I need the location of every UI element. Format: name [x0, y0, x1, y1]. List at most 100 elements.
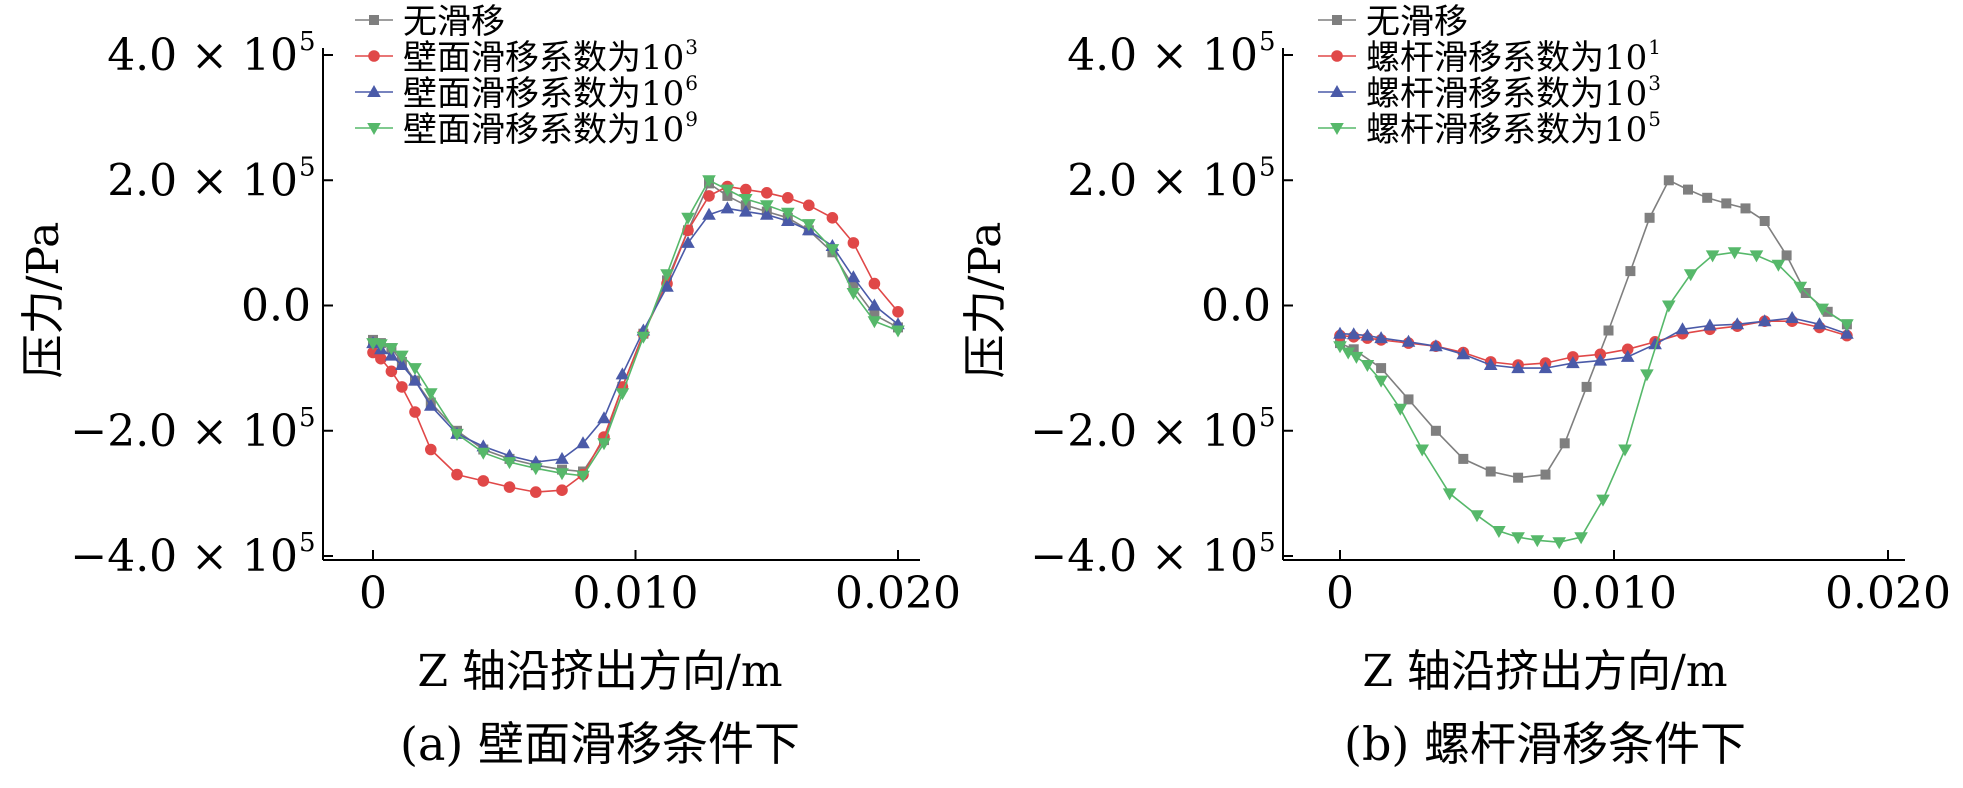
x-tick-label: 0 [359, 568, 387, 619]
data-point [1603, 325, 1614, 336]
y-tick-label: −2.0 × 10 [70, 406, 298, 457]
data-point [782, 192, 794, 204]
data-point [1470, 510, 1484, 523]
y-tick-exponent: 5 [1259, 27, 1276, 57]
y-tick-label: 0.0 [241, 281, 311, 332]
legend-label-exponent: 9 [685, 107, 698, 131]
legend-marker [1330, 85, 1344, 97]
y-tick-label: 2.0 × 10 [107, 155, 298, 206]
data-point [409, 406, 421, 418]
y-tick-label: −2.0 × 10 [1030, 406, 1258, 457]
data-point [720, 201, 735, 214]
data-point [1430, 425, 1441, 436]
data-point [1415, 444, 1429, 457]
data-point [451, 468, 463, 481]
panel-caption: (a) 壁面滑移条件下 [400, 717, 800, 771]
y-ticks: 4.0 × 10 52.0 × 10 50.0−2.0 × 10 5−4.0 × 10… [1030, 27, 1293, 582]
legend-label-exponent: 3 [685, 35, 698, 59]
data-point [1640, 369, 1654, 382]
y-tick-label: 2.0 × 10 [1067, 155, 1258, 206]
data-point [1393, 403, 1408, 416]
series-2 [366, 201, 905, 468]
y-tick-label: −4.0 × 10 [70, 531, 298, 582]
x-ticks: 0 0.010 0.020 [359, 550, 961, 619]
data-point [1376, 363, 1387, 374]
y-ticks: 4.0 × 10 52.0 × 10 50.0−2.0 × 10 5−4.0 × 10… [70, 27, 333, 582]
data-point [1485, 466, 1496, 477]
y-tick-exponent: 5 [1259, 403, 1276, 433]
data-point [826, 212, 839, 224]
data-point [1552, 537, 1566, 550]
data-point [1596, 494, 1610, 507]
data-point [703, 190, 715, 202]
data-point [1374, 375, 1388, 388]
y-tick-exponent: 5 [299, 27, 316, 57]
series-line [1339, 179, 1848, 479]
data-point [1785, 311, 1799, 323]
data-point [761, 187, 773, 199]
y-tick-exponent: 5 [299, 403, 316, 433]
data-point [892, 306, 904, 318]
data-point [1759, 216, 1770, 226]
y-axis-label: 压力/Pa [960, 222, 1011, 379]
data-point [1513, 472, 1524, 483]
x-tick-label: 0.020 [1825, 568, 1951, 619]
y-tick-label: −4.0 × 10 [1030, 531, 1258, 582]
y-axis-label: 压力/Pa [18, 222, 69, 379]
data-point [740, 183, 752, 196]
legend-label: 壁面滑移系数为10 [403, 74, 684, 114]
data-point [1781, 250, 1792, 261]
data-point [477, 475, 490, 487]
legend-marker [367, 123, 381, 135]
data-point [556, 484, 568, 496]
data-point [1740, 203, 1751, 214]
data-point [555, 451, 569, 464]
legend-marker [1330, 123, 1344, 135]
y-tick-exponent: 5 [299, 528, 316, 558]
legend-marker [367, 85, 381, 97]
x-tick-label: 0 [1326, 568, 1354, 619]
legend-label: 壁面滑移系数为10 [403, 110, 684, 150]
x-tick-label: 0.010 [1551, 568, 1677, 619]
series-layer [366, 175, 905, 498]
legend-label-exponent: 3 [1648, 71, 1661, 95]
legend-label-exponent: 6 [685, 71, 698, 95]
data-point [1721, 198, 1732, 209]
series-3 [366, 175, 905, 483]
data-point [530, 486, 542, 498]
series-line [1339, 251, 1848, 544]
data-point [1702, 192, 1713, 203]
y-tick-label: 4.0 × 10 [107, 30, 298, 81]
data-point [425, 443, 437, 456]
series-2 [1333, 311, 1854, 374]
y-tick-label: 0.0 [1201, 281, 1271, 332]
data-point [396, 381, 408, 393]
x-axis-label: Z 轴沿挤出方向/m [1362, 646, 1727, 697]
data-point [1662, 300, 1676, 313]
y-tick-exponent: 5 [1259, 152, 1276, 182]
data-point [1403, 394, 1414, 405]
series-layer [1333, 175, 1854, 550]
data-point [1625, 266, 1636, 277]
series-line [372, 185, 899, 493]
data-point [597, 411, 611, 424]
data-point [1458, 453, 1469, 464]
series-0 [1335, 175, 1852, 483]
data-point [1559, 438, 1570, 449]
x-tick-label: 0.010 [573, 568, 699, 619]
series-0 [368, 178, 903, 477]
data-point [846, 270, 861, 283]
legend-label: 螺杆滑移系数为10 [1366, 110, 1647, 150]
series-1 [367, 180, 904, 498]
legend-marker [369, 15, 379, 25]
legend-label: 螺杆滑移系数为10 [1366, 38, 1647, 78]
legend-marker [1331, 50, 1343, 62]
legend-marker [1332, 15, 1342, 25]
data-point [375, 352, 387, 365]
data-point [1663, 175, 1674, 186]
data-point [1581, 381, 1592, 392]
data-point [503, 481, 516, 493]
